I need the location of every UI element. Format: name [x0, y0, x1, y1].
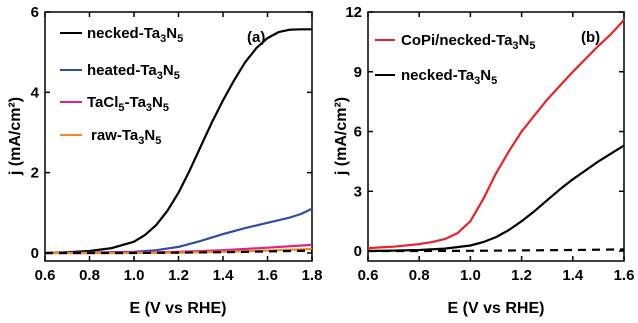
panel-label-b: (b)	[581, 29, 600, 46]
x-tick-label-b-4: 1.4	[562, 267, 584, 284]
y-tick-label-b-2: 6	[354, 124, 362, 141]
series-line-a-baseline-4	[45, 249, 313, 255]
plot-frame-a	[44, 11, 313, 262]
legend-label-b-0: CoPi/necked-Ta3​N5​	[401, 32, 536, 52]
x-ticks-b: 0.6 0.8 1.0 1.2 1.4 1.6	[358, 12, 635, 284]
y-tick-label-b-0: 0	[354, 243, 362, 260]
y-ticks-b: 0 3 6 9 12	[345, 4, 624, 260]
x-tick-label-b-1: 0.8	[409, 267, 430, 284]
y-axis-label-a: j (mA/cm²)	[7, 97, 24, 176]
x-tick-label-a-4: 1.4	[213, 267, 235, 284]
x-axis-label-a: E (V vs RHE)	[130, 300, 227, 317]
series-line-b-necked-ta3n5-1	[367, 144, 625, 253]
y-tick-label-a-3: 6	[31, 4, 39, 21]
x-tick-label-b-0: 0.6	[358, 267, 379, 284]
x-ticks-a: 0.6 0.8 1.0 1.2 1.4 1.6 1.8	[35, 12, 323, 284]
y-tick-label-b-1: 3	[354, 183, 362, 200]
series-layer-b	[367, 19, 625, 253]
x-axis-label-b: E (V vs RHE)	[448, 300, 545, 317]
legend-a: necked-Ta3​N5​ heated-Ta3​N5​ TaCl5​-Ta3…	[60, 25, 183, 147]
plot-frame-b	[367, 11, 625, 262]
x-tick-label-b-5: 1.6	[614, 267, 635, 284]
x-tick-label-a-1: 0.8	[79, 267, 100, 284]
series-line-b-copi-necked-ta3n5-0	[367, 19, 625, 250]
y-tick-label-a-2: 4	[31, 84, 40, 101]
series-line-a-necked-ta3n5-0	[44, 28, 312, 255]
panel-a: 0.6 0.8 1.0 1.2 1.4 1.6 1.8 0 2 4 6 (a) E (V vs R…	[7, 4, 322, 317]
x-tick-label-b-2: 1.0	[460, 267, 481, 284]
y-tick-label-b-3: 9	[354, 64, 362, 81]
x-tick-label-a-3: 1.2	[168, 267, 189, 284]
panel-b: 0.6 0.8 1.0 1.2 1.4 1.6 0 3 6 9 12 (b) E (V vs RH…	[333, 4, 634, 317]
y-ticks-a: 0 2 4 6	[31, 4, 312, 262]
legend-b: CoPi/necked-Ta3​N5​ necked-Ta3​N5​	[375, 32, 536, 87]
y-tick-label-a-1: 2	[31, 165, 39, 182]
y-tick-label-a-0: 0	[31, 245, 39, 262]
x-tick-label-a-6: 1.8	[302, 267, 323, 284]
legend-label-a-3: raw-Ta3​N5​	[91, 127, 161, 147]
legend-label-b-1: necked-Ta3​N5​	[401, 67, 497, 87]
series-line-b-baseline-2	[368, 248, 625, 253]
y-axis-label-b: j (mA/cm²)	[333, 97, 350, 176]
legend-label-a-0: necked-Ta3​N5​	[87, 25, 183, 45]
x-tick-label-a-2: 1.0	[124, 267, 145, 284]
legend-label-a-2: TaCl5​-Ta3​N5​	[87, 94, 169, 114]
panel-label-a: (a)	[247, 29, 265, 46]
y-tick-label-b-4: 12	[345, 4, 362, 21]
series-layer-a	[44, 28, 313, 255]
legend-label-a-1: heated-Ta3​N5​	[87, 62, 180, 82]
x-tick-label-a-0: 0.6	[35, 267, 56, 284]
x-tick-label-b-3: 1.2	[511, 267, 532, 284]
x-tick-label-a-5: 1.6	[257, 267, 278, 284]
